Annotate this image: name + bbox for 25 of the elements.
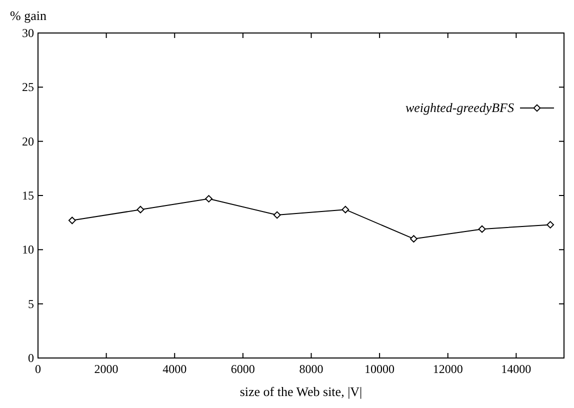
y-tick-label: 15 bbox=[22, 188, 34, 202]
x-tick-label: 12000 bbox=[432, 362, 463, 376]
point bbox=[546, 221, 554, 228]
y-tick-label: 30 bbox=[22, 26, 34, 40]
x-tick-label: 2000 bbox=[94, 362, 118, 376]
x-tick-label: 8000 bbox=[299, 362, 324, 376]
x-tick-label: 14000 bbox=[501, 362, 532, 376]
point bbox=[136, 206, 144, 214]
y-axis-title: % gain bbox=[10, 8, 47, 23]
y-tick-label: 0 bbox=[28, 351, 34, 365]
legend-label: weighted-greedyBFS bbox=[405, 100, 514, 115]
y-tick-label: 10 bbox=[22, 242, 34, 257]
point bbox=[410, 235, 418, 243]
point bbox=[478, 225, 486, 233]
y-tick-label: 25 bbox=[22, 80, 34, 94]
x-axis-title: size of the Web site, |V| bbox=[240, 384, 362, 399]
point bbox=[205, 195, 212, 202]
x-tick-label: 10000 bbox=[364, 362, 395, 376]
y-tick-label: 20 bbox=[22, 134, 34, 148]
x-tick-label: 6000 bbox=[230, 362, 255, 376]
y-tick-label: 5 bbox=[28, 296, 34, 311]
point bbox=[342, 206, 350, 214]
point bbox=[273, 211, 281, 219]
point bbox=[68, 216, 76, 224]
x-tick-label: 4000 bbox=[162, 362, 187, 376]
